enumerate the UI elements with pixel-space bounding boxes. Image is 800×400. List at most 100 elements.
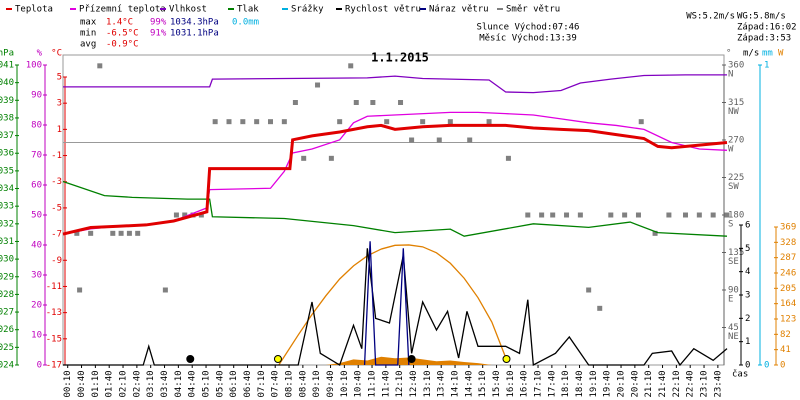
- x-tick-label: 09:10: [312, 370, 322, 397]
- direction-point: [486, 119, 492, 125]
- direction-point: [281, 119, 287, 125]
- direction-point: [586, 287, 592, 293]
- y-tick-label: 1033: [0, 202, 14, 212]
- y-tick-label: 369: [780, 223, 796, 233]
- stat-label: max: [80, 18, 97, 28]
- direction-point: [608, 212, 614, 218]
- direction-point: [268, 119, 273, 125]
- direction-point: [710, 212, 716, 218]
- y-tick-label: 10: [31, 331, 42, 341]
- x-tick-label: 17:40: [547, 370, 557, 397]
- info: Měsíc Východ:13:39: [479, 34, 577, 44]
- y-tick-label: 30: [31, 271, 42, 281]
- y-tick-label: 328: [780, 238, 796, 248]
- y-tick-label: 1040: [0, 78, 14, 88]
- y-tick-label: -17: [46, 361, 62, 371]
- x-tick-label: 23:40: [713, 370, 723, 397]
- series-line: [278, 244, 507, 366]
- y-tick-label: 287: [780, 253, 796, 263]
- y-tick-label: 6: [745, 221, 750, 231]
- direction-point: [315, 82, 321, 88]
- y-tick-label: 20: [31, 301, 42, 311]
- x-tick-label: 15:40: [492, 370, 502, 397]
- x-tick-label: 08:10: [285, 370, 295, 397]
- y-tick-label: 1031: [0, 237, 14, 247]
- direction-point: [135, 230, 141, 236]
- stat-value: 91%: [150, 29, 167, 39]
- compass-label: NE: [728, 332, 739, 342]
- direction-point: [226, 119, 232, 125]
- x-tick-label: 06:40: [243, 370, 253, 397]
- x-tick-label: 18:10: [561, 370, 571, 397]
- direction-point: [539, 212, 545, 218]
- axis-title: hPa: [0, 49, 14, 59]
- series-line: [63, 248, 728, 367]
- x-tick-label: 03:10: [146, 370, 156, 397]
- direction-point: [182, 212, 188, 218]
- event-marker: [273, 355, 282, 363]
- y-tick-label: 45: [728, 323, 739, 333]
- y-tick-label: 82: [780, 330, 791, 340]
- info: Západ:16:02: [737, 23, 797, 33]
- x-tick-label: 04:10: [174, 370, 184, 397]
- x-tick-label: 07:10: [257, 370, 267, 397]
- direction-point: [254, 119, 260, 125]
- direction-point: [564, 212, 570, 218]
- stat-value: 1031.1hPa: [170, 29, 219, 39]
- x-tick-label: 07:40: [271, 370, 281, 397]
- axis-title: m/s: [743, 49, 759, 59]
- y-tick-label: 5: [745, 244, 750, 254]
- y-tick-label: 1034: [0, 184, 14, 194]
- y-tick-label: 205: [780, 284, 796, 294]
- y-tick-label: 1024: [0, 361, 14, 371]
- y-tick-label: 1: [745, 337, 750, 347]
- direction-point: [550, 212, 556, 218]
- y-tick-label: 225: [728, 173, 744, 183]
- x-tick-label: 23:10: [700, 370, 710, 397]
- y-tick-label: 1037: [0, 131, 14, 141]
- x-tick-label: 01:10: [91, 370, 101, 397]
- stat-label: avg: [80, 40, 96, 50]
- axis-title: °: [726, 49, 731, 59]
- x-tick-label: 13:40: [437, 370, 447, 397]
- direction-point: [348, 63, 354, 69]
- stat-value: 1034.3hPa: [170, 18, 219, 28]
- y-tick-label: 0: [37, 361, 42, 371]
- compass-label: NW: [728, 107, 739, 117]
- y-tick-label: 1039: [0, 96, 14, 106]
- direction-point: [635, 212, 641, 218]
- direction-point: [597, 305, 603, 311]
- series-line: [62, 123, 728, 236]
- chart-title: 1.1.2015: [371, 51, 429, 65]
- y-tick-label: 100: [26, 61, 42, 71]
- y-tick-label: 1028: [0, 290, 14, 300]
- legend-label: Směr větru: [506, 5, 560, 15]
- series-line: [363, 241, 410, 366]
- direction-point: [638, 119, 644, 125]
- y-tick-label: 1038: [0, 113, 14, 123]
- x-tick-label: 19:40: [603, 370, 613, 397]
- y-tick-label: -15: [46, 334, 62, 344]
- x-tick-label: 11:40: [381, 370, 391, 397]
- x-tick-label: 05:40: [215, 370, 225, 397]
- x-tick-label: 21:10: [644, 370, 654, 397]
- stat-value: 0.0mm: [232, 18, 259, 28]
- direction-point: [110, 230, 116, 236]
- y-tick-label: 90: [31, 91, 42, 101]
- y-tick-label: 360: [728, 61, 744, 71]
- y-tick-label: 270: [728, 136, 744, 146]
- legend-label: Teplota: [15, 5, 53, 15]
- y-tick-label: -11: [46, 282, 62, 292]
- direction-point: [724, 212, 730, 218]
- y-tick-label: -1: [51, 151, 62, 161]
- y-tick-label: 0: [764, 361, 769, 371]
- y-tick-label: 3: [745, 291, 750, 301]
- y-tick-label: -5: [51, 203, 62, 213]
- y-tick-label: 1: [764, 61, 769, 71]
- direction-point: [162, 287, 168, 293]
- y-tick-label: 180: [728, 211, 744, 221]
- axis-title: mm: [762, 49, 773, 59]
- direction-point: [97, 63, 103, 69]
- direction-point: [447, 119, 453, 125]
